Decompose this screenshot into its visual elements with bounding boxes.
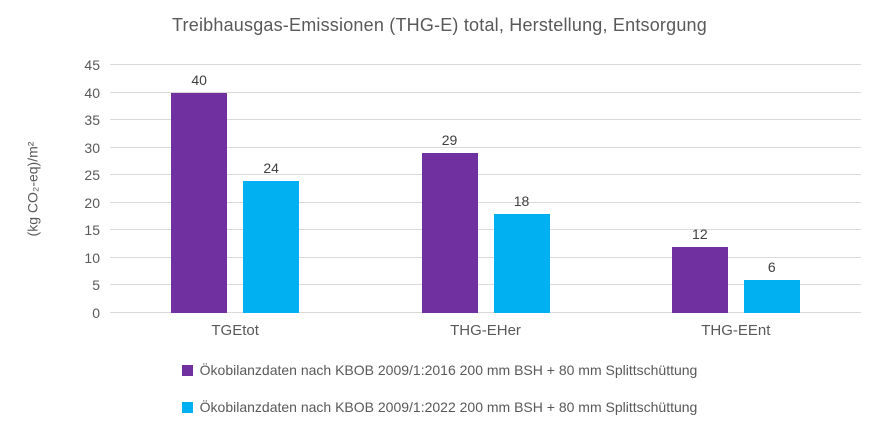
- y-axis-tick-label: 35: [84, 112, 100, 129]
- bar-value-label: 24: [263, 159, 279, 176]
- y-axis-tick-label: 15: [84, 222, 100, 239]
- y-axis-title: (kg CO₂-eq)/m²: [10, 65, 54, 313]
- legend-item[interactable]: Ökobilanzdaten nach KBOB 2009/1:2022 200…: [0, 398, 879, 416]
- bar-value-label: 40: [191, 71, 207, 88]
- y-axis-tick-label: 10: [84, 249, 100, 266]
- bar-value-label: 12: [692, 225, 708, 242]
- plot-area: 40 24 29 18 12 6: [110, 64, 861, 313]
- bar-series1-THG-EHer[interactable]: [421, 153, 478, 313]
- y-axis-tick-label: 40: [84, 84, 100, 101]
- gridline: [110, 284, 861, 286]
- bar-value-label: 6: [767, 258, 776, 275]
- chart-title: Treibhausgas-Emissionen (THG-E) total, H…: [172, 15, 707, 35]
- y-axis-title-text: (kg CO₂-eq)/m²: [24, 141, 41, 237]
- bar-series2-THG-EEnt[interactable]: [743, 279, 800, 313]
- x-axis-category-label: THG-EEnt: [701, 322, 771, 339]
- gridline: [110, 312, 861, 313]
- y-axis-tick-label: 45: [84, 57, 100, 73]
- bar-value-label: 29: [441, 132, 458, 149]
- legend-swatch: [181, 401, 193, 413]
- bar-series2-TGEtot[interactable]: [243, 180, 300, 313]
- bar-series2-THG-EHer[interactable]: [493, 213, 550, 313]
- legend-label: Ökobilanzdaten nach KBOB 2009/1:2022 200…: [199, 399, 698, 415]
- legend: Ökobilanzdaten nach KBOB 2009/1:2016 200…: [0, 361, 879, 435]
- y-axis-tick-label: 25: [84, 167, 100, 184]
- bar-series1-THG-EEnt[interactable]: [671, 246, 728, 313]
- gridline: [110, 64, 861, 65]
- bar-series1-TGEtot[interactable]: [171, 92, 228, 313]
- legend-label: Ökobilanzdaten nach KBOB 2009/1:2016 200…: [199, 362, 698, 378]
- y-axis-tick-label: 20: [84, 194, 100, 211]
- x-axis-category-label: TGEtot: [211, 322, 259, 339]
- y-axis-tick-label: 0: [92, 305, 100, 321]
- legend-item[interactable]: Ökobilanzdaten nach KBOB 2009/1:2016 200…: [0, 361, 879, 379]
- bar-value-label: 18: [513, 192, 530, 209]
- y-axis-tick-label: 5: [92, 277, 100, 294]
- gridline: [110, 91, 861, 93]
- gridline: [110, 146, 861, 148]
- legend-swatch: [181, 364, 193, 376]
- gridline: [110, 119, 861, 121]
- gridline: [110, 174, 861, 176]
- gridline: [110, 201, 861, 203]
- gridline: [110, 229, 861, 231]
- gridline: [110, 256, 861, 258]
- x-axis-category-label: THG-EHer: [450, 322, 521, 339]
- y-axis-tick-label: 30: [84, 139, 100, 156]
